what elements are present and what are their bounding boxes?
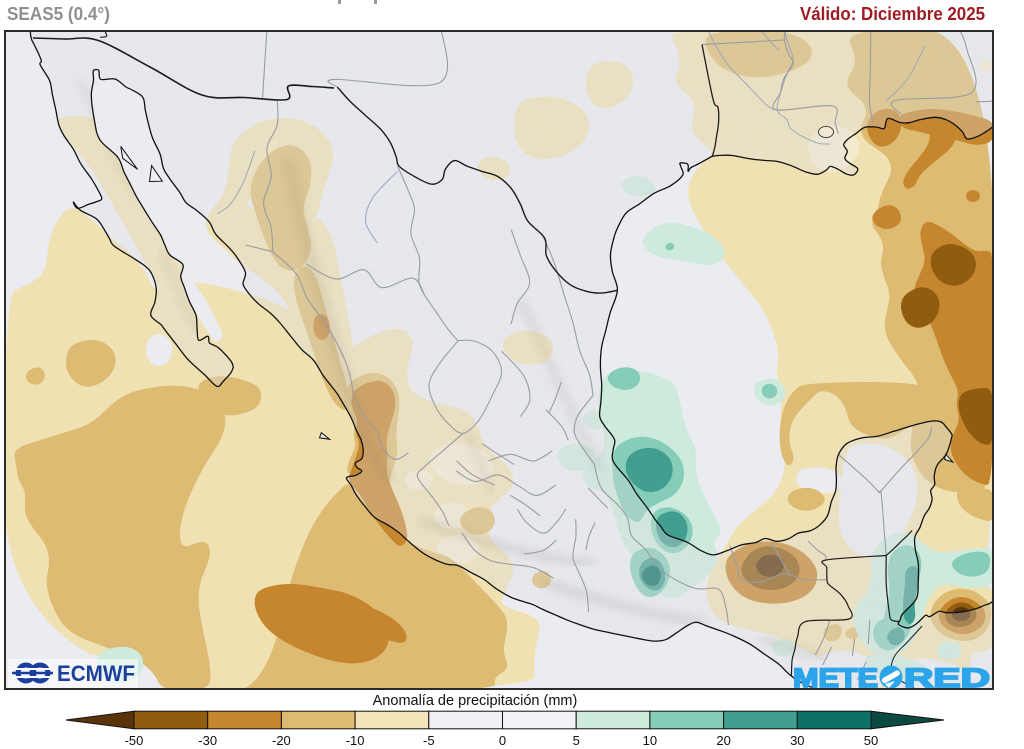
- svg-text:RED: RED: [904, 663, 990, 691]
- svg-text:-50: -50: [125, 733, 144, 748]
- svg-text:METE: METE: [793, 663, 878, 691]
- svg-text:50: 50: [864, 733, 878, 748]
- svg-text:10: 10: [643, 733, 657, 748]
- svg-text:-5: -5: [423, 733, 435, 748]
- svg-text:Válido: Diciembre 2025: Válido: Diciembre 2025: [800, 3, 985, 24]
- svg-text:-10: -10: [346, 733, 365, 748]
- svg-text:5: 5: [573, 733, 580, 748]
- svg-text:30: 30: [790, 733, 804, 748]
- svg-text:ECMWF: ECMWF: [57, 661, 135, 686]
- svg-text:20: 20: [716, 733, 730, 748]
- svg-text:0: 0: [499, 733, 506, 748]
- svg-text:SEAS5 (0.4°): SEAS5 (0.4°): [7, 4, 110, 24]
- svg-text:-20: -20: [272, 733, 291, 748]
- svg-text:Anomalía de precipitación (mm): Anomalía de precipitación (mm): [373, 693, 578, 709]
- svg-text:-30: -30: [198, 733, 217, 748]
